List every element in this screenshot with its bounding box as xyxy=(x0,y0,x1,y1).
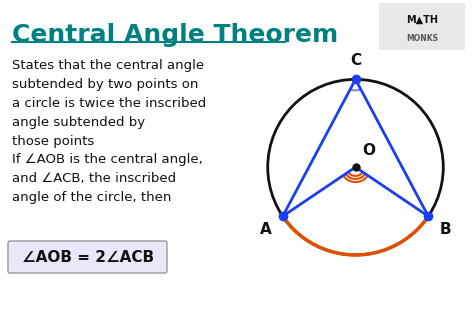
Text: M▲TH: M▲TH xyxy=(406,15,438,24)
Text: A: A xyxy=(260,222,271,237)
Text: If ∠AOB is the central angle,
and ∠ACB, the inscribed
angle of the circle, then: If ∠AOB is the central angle, and ∠ACB, … xyxy=(12,153,203,204)
Text: States that the central angle
subtended by two points on
a circle is twice the i: States that the central angle subtended … xyxy=(12,59,206,148)
Text: Central Angle Theorem: Central Angle Theorem xyxy=(12,23,338,47)
Text: O: O xyxy=(363,143,375,158)
Text: MONKS: MONKS xyxy=(406,33,438,43)
FancyBboxPatch shape xyxy=(8,241,167,273)
FancyBboxPatch shape xyxy=(379,3,465,50)
Text: B: B xyxy=(440,222,451,237)
Text: ∠AOB = 2∠ACB: ∠AOB = 2∠ACB xyxy=(22,250,154,264)
Text: C: C xyxy=(350,53,361,68)
